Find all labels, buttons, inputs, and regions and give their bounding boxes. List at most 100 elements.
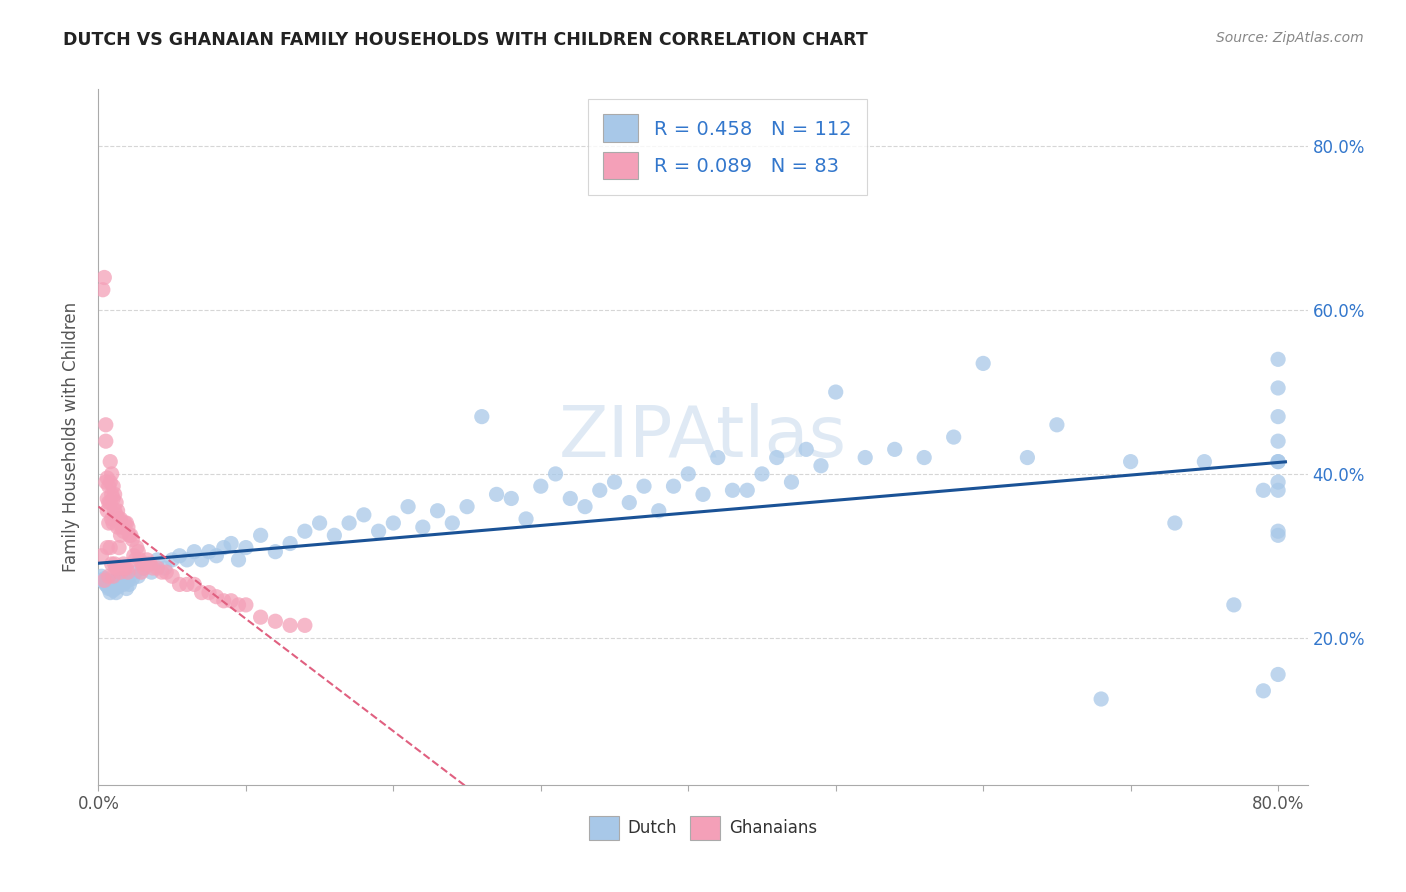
Point [169, 577, 191, 591]
Point [205, 590, 228, 604]
Point [150, 565, 173, 579]
Point [90, 549, 112, 563]
Point [294, 524, 316, 539]
Text: ZIPAtlas: ZIPAtlas [560, 402, 846, 472]
Point [110, 528, 132, 542]
Point [589, 483, 612, 498]
Point [100, 467, 122, 481]
Point [308, 516, 330, 530]
Point [212, 541, 235, 555]
Point [1253, 483, 1275, 498]
Point [127, 544, 149, 558]
Point [101, 516, 124, 530]
Point [98, 455, 121, 469]
Point [353, 508, 375, 522]
Point [190, 553, 212, 567]
Point [249, 610, 271, 624]
Point [1267, 455, 1289, 469]
Point [692, 487, 714, 501]
Point [603, 475, 626, 489]
Point [264, 614, 287, 628]
Point [112, 524, 135, 539]
Point [114, 516, 136, 530]
Point [101, 569, 124, 583]
Point [101, 583, 124, 598]
Point [249, 528, 271, 542]
Point [678, 467, 700, 481]
Point [323, 528, 346, 542]
Point [91, 283, 114, 297]
Point [112, 577, 135, 591]
Point [136, 557, 159, 571]
Point [96, 504, 118, 518]
Point [1267, 524, 1289, 539]
Point [160, 569, 183, 583]
Point [111, 572, 134, 586]
Point [105, 561, 128, 575]
Point [706, 450, 728, 465]
Point [1267, 475, 1289, 489]
Point [96, 491, 118, 506]
Point [412, 520, 434, 534]
Point [139, 557, 162, 571]
Point [105, 508, 128, 522]
Point [104, 574, 127, 589]
Point [146, 561, 169, 575]
Point [648, 504, 671, 518]
Point [1046, 417, 1069, 432]
Point [198, 544, 221, 558]
Point [169, 549, 191, 563]
Point [105, 495, 128, 509]
Point [101, 479, 124, 493]
Point [912, 450, 935, 465]
Point [121, 533, 143, 547]
Point [1017, 450, 1039, 465]
Point [117, 520, 139, 534]
Point [129, 565, 152, 579]
Point [751, 467, 773, 481]
Point [972, 356, 994, 370]
Point [131, 561, 153, 575]
Point [108, 574, 131, 588]
Point [294, 618, 316, 632]
Point [131, 557, 153, 571]
Point [235, 541, 257, 555]
Text: Source: ZipAtlas.com: Source: ZipAtlas.com [1216, 31, 1364, 45]
Point [176, 553, 198, 567]
Point [183, 577, 205, 591]
Legend: Dutch, Ghanaians: Dutch, Ghanaians [582, 809, 824, 847]
Point [94, 475, 117, 489]
Point [456, 500, 478, 514]
Point [382, 516, 405, 530]
Point [853, 450, 876, 465]
Point [118, 528, 141, 542]
Point [100, 487, 122, 501]
Point [108, 541, 131, 555]
Point [619, 495, 641, 509]
Point [96, 574, 118, 588]
Point [98, 475, 121, 489]
Point [127, 569, 149, 583]
Point [278, 618, 301, 632]
Point [155, 565, 177, 579]
Point [117, 565, 139, 579]
Point [190, 585, 212, 599]
Point [515, 512, 537, 526]
Point [264, 544, 287, 558]
Point [107, 580, 129, 594]
Point [367, 524, 389, 539]
Point [780, 475, 803, 489]
Point [810, 458, 832, 473]
Point [100, 512, 122, 526]
Point [501, 491, 523, 506]
Point [115, 516, 138, 530]
Point [1090, 692, 1112, 706]
Y-axis label: Family Households with Children: Family Households with Children [62, 302, 80, 572]
Point [721, 483, 744, 498]
Point [94, 577, 117, 591]
Point [105, 585, 128, 599]
Point [141, 565, 163, 579]
Point [278, 536, 301, 550]
Point [183, 544, 205, 558]
Point [735, 483, 758, 498]
